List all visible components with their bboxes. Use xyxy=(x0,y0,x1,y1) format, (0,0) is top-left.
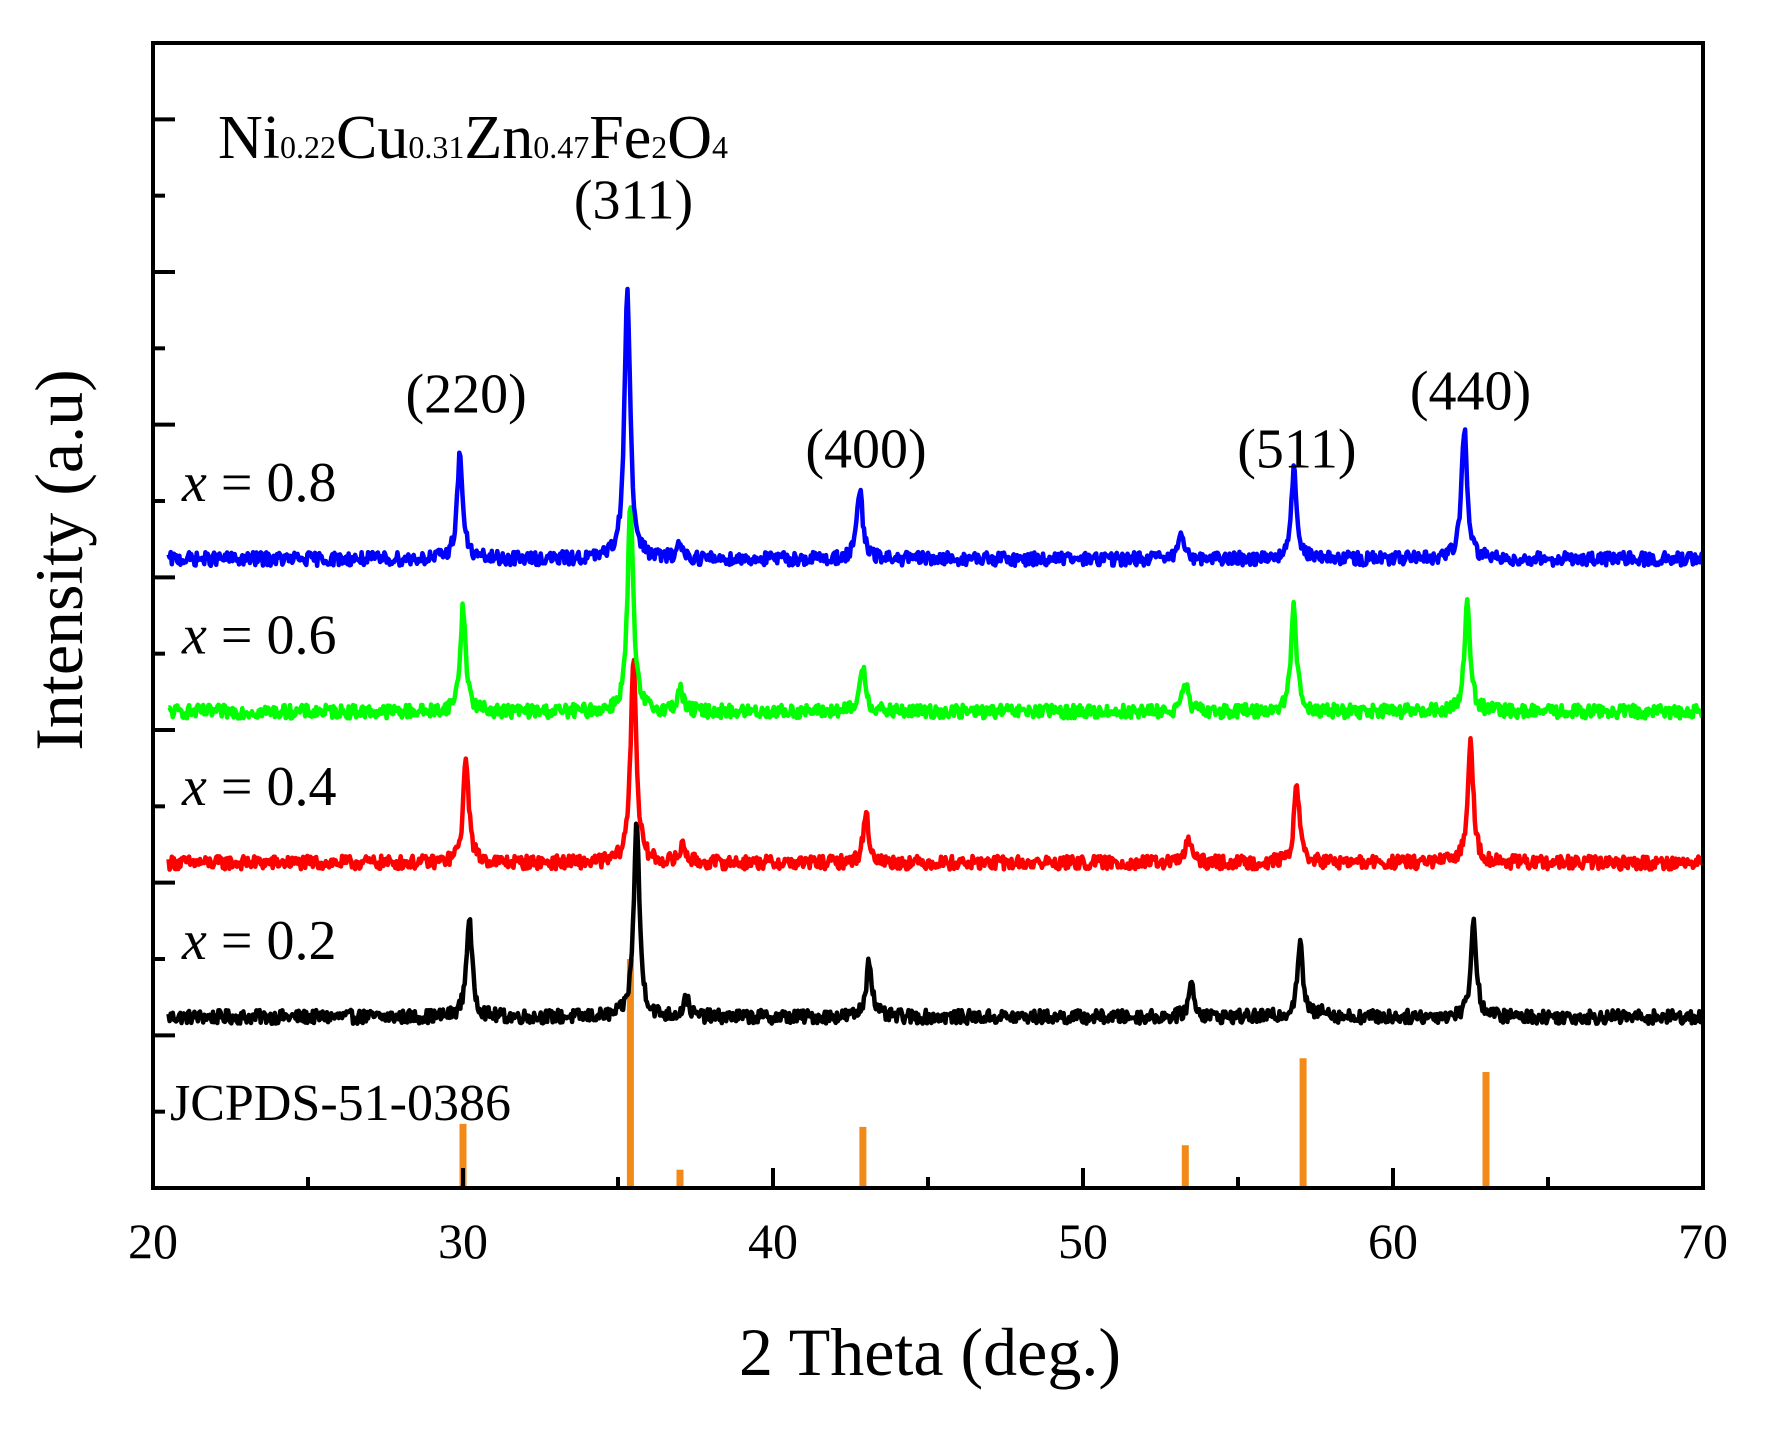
series-label-2: x = 0.4 xyxy=(181,756,336,818)
series-label-1: x = 0.2 xyxy=(181,910,336,972)
series-line-4 xyxy=(166,286,1705,569)
series-line-3 xyxy=(167,505,1704,721)
x-axis-label: 2 Theta (deg.) xyxy=(739,1314,1121,1390)
y-axis-label: Intensity (a.u) xyxy=(21,369,97,750)
peak-label: (511) xyxy=(1237,418,1356,480)
x-tick-label: 50 xyxy=(1058,1213,1108,1269)
series-line-2 xyxy=(166,657,1705,872)
annotations: x = 0.2 x = 0.4 x = 0.6 x = 0.8 JCPDS-51-0386 (22… xyxy=(170,104,1531,1132)
x-tick-label: 60 xyxy=(1368,1213,1418,1269)
x-tick-label: 20 xyxy=(128,1213,178,1269)
xrd-series-group xyxy=(166,286,1705,1027)
peak-label: (440) xyxy=(1410,360,1531,422)
peak-label: (400) xyxy=(805,418,926,480)
compound-formula: Ni0.22Cu0.31Zn0.47Fe2O4 xyxy=(218,104,728,172)
series-label-3: x = 0.6 xyxy=(181,605,336,667)
x-tick-label: 70 xyxy=(1678,1213,1728,1269)
reference-label: JCPDS-51-0386 xyxy=(170,1075,511,1132)
peak-label: (220) xyxy=(405,363,526,425)
series-label-4: x = 0.8 xyxy=(181,452,336,514)
x-tick-label: 30 xyxy=(438,1213,488,1269)
peak-label: (311) xyxy=(574,170,693,232)
x-tick-label: 40 xyxy=(748,1213,798,1269)
axes: 20 30 40 50 60 70 xyxy=(128,117,1728,1269)
reference-stick-pattern xyxy=(459,959,1490,1188)
series-line-1 xyxy=(166,821,1705,1027)
